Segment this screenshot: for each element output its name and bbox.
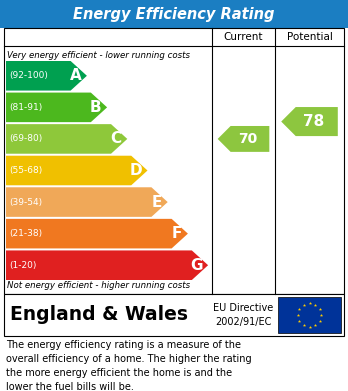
Bar [4,294,344,336]
Text: D: D [130,163,142,178]
Text: E: E [151,195,161,210]
Text: Current: Current [224,32,263,42]
Text: (81-91): (81-91) [9,103,42,112]
Text: EU Directive
2002/91/EC: EU Directive 2002/91/EC [213,303,274,326]
Text: F: F [171,226,182,241]
Polygon shape [6,93,107,122]
Text: G: G [190,258,203,273]
Polygon shape [6,156,148,185]
Text: (69-80): (69-80) [9,135,42,143]
Text: Potential: Potential [286,32,332,42]
Text: 78: 78 [303,114,324,129]
Polygon shape [218,126,269,152]
Bar [4,28,344,294]
Text: The energy efficiency rating is a measure of the
overall efficiency of a home. T: The energy efficiency rating is a measur… [6,340,252,391]
Polygon shape [6,187,168,217]
Bar [0,0,348,28]
Text: C: C [110,131,121,146]
Polygon shape [6,61,87,91]
Text: (1-20): (1-20) [9,261,37,270]
Text: Not energy efficient - higher running costs: Not energy efficient - higher running co… [7,282,190,291]
Polygon shape [6,250,208,280]
Text: (92-100): (92-100) [9,71,48,80]
Text: 70: 70 [238,132,257,146]
Polygon shape [6,124,127,154]
Text: (55-68): (55-68) [9,166,42,175]
Polygon shape [6,219,188,248]
Text: Very energy efficient - lower running costs: Very energy efficient - lower running co… [7,50,190,59]
Text: (39-54): (39-54) [9,197,42,206]
Text: B: B [90,100,102,115]
Text: Energy Efficiency Rating: Energy Efficiency Rating [73,7,275,22]
Bar [278,297,341,333]
Text: (21-38): (21-38) [9,229,42,238]
Polygon shape [281,107,338,136]
Text: A: A [70,68,81,83]
Text: England & Wales: England & Wales [10,305,188,325]
